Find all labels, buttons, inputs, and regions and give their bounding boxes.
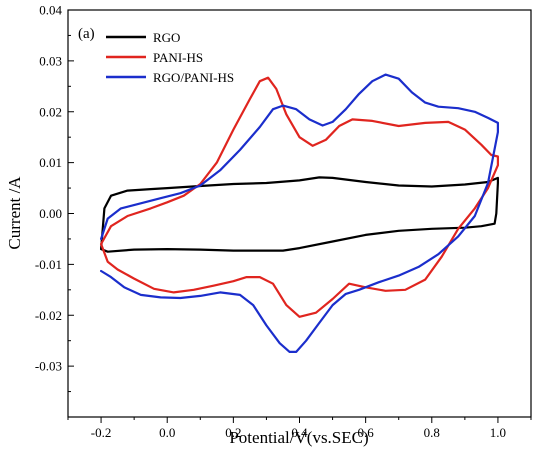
x-tick-label: 0.8 — [424, 425, 440, 440]
y-tick-label: -0.03 — [35, 359, 62, 374]
y-tick-label: 0.02 — [39, 104, 62, 119]
x-axis-ticks: -0.2 0.0 0.2 0.4 0.6 0.8 1.0 — [67, 417, 532, 440]
y-tick-label: 0.03 — [39, 53, 62, 68]
x-tick-label: 0.2 — [225, 425, 241, 440]
legend-label-rgo: RGO — [153, 30, 180, 45]
x-tick-label: 0.6 — [358, 425, 375, 440]
series-lines — [100, 73, 499, 353]
y-axis-ticks: -0.03 -0.02 -0.01 0.00 0.01 0.02 0.03 0.04 — [35, 3, 74, 393]
y-tick-label: 0.00 — [39, 206, 62, 221]
x-tick-label: -0.2 — [91, 425, 112, 440]
series-line-rgo-pani-hs — [100, 73, 499, 353]
legend: RGO PANI-HS RGO/PANI-HS — [106, 30, 234, 85]
legend-label-rgo-pani-hs: RGO/PANI-HS — [153, 70, 234, 85]
x-axis-title: Potential/V(vs.SEC) — [229, 428, 368, 447]
y-tick-label: 0.04 — [39, 3, 62, 18]
y-tick-label: 0.01 — [39, 155, 62, 170]
y-axis-title: Current /A — [5, 176, 24, 250]
x-tick-label: 0.0 — [159, 425, 175, 440]
x-tick-label: 0.4 — [291, 425, 308, 440]
series-line-pani-hs — [100, 76, 499, 318]
x-tick-label: 1.0 — [490, 425, 506, 440]
y-tick-label: -0.02 — [35, 308, 62, 323]
legend-label-pani-hs: PANI-HS — [153, 50, 203, 65]
y-tick-label: -0.01 — [35, 257, 62, 272]
series-line-rgo — [100, 176, 499, 253]
panel-label: (a) — [78, 26, 95, 42]
